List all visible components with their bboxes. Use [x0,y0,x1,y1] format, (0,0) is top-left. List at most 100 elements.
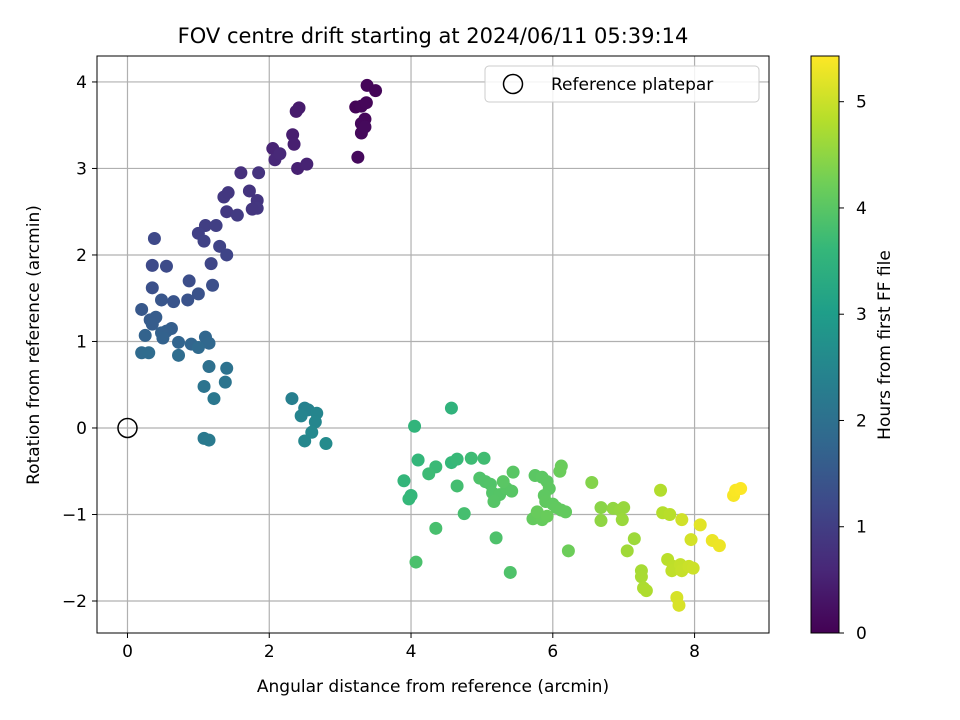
data-point [734,482,748,496]
axes: 0 2 4 6 8 −2 −1 0 1 2 3 4 [62,55,770,662]
data-point [300,157,314,171]
data-point [294,409,308,423]
data-point [422,467,436,481]
data-point [503,565,517,579]
data-point [207,392,221,406]
data-point [351,150,365,164]
colorbar-tick-label: 4 [856,199,867,219]
data-points [135,78,748,612]
colorbar-gradient [810,55,840,634]
data-point [506,465,520,479]
colorbar-tick-label: 0 [856,624,867,644]
data-point [308,415,322,429]
data-point [218,375,232,389]
data-point [172,335,186,349]
data-point [230,208,244,222]
data-point [450,452,464,466]
data-point [594,501,608,515]
y-tick-label: 1 [76,332,87,352]
data-point [712,539,726,553]
colorbar-tick-label: 2 [856,411,867,431]
colorbar-label: Hours from first FF file [875,250,895,440]
data-point [409,555,423,569]
data-point [358,120,372,134]
data-point [156,331,170,345]
data-point [634,570,648,584]
y-tick-label: 4 [76,73,87,93]
plot-frame [96,55,770,634]
y-tick-label: 0 [76,419,87,439]
data-point [654,483,668,497]
data-point [305,425,319,439]
data-point [204,257,218,271]
legend-label-reference-platepar: Reference platepar [551,75,713,95]
data-point [147,232,161,246]
data-point [672,598,686,612]
data-point [172,348,186,362]
data-point [457,507,471,521]
colorbar-tick-label: 5 [856,93,867,113]
data-point [559,505,573,519]
data-point [402,492,416,506]
data-point [242,184,256,198]
data-point [686,561,700,575]
data-point [505,484,519,498]
data-point [213,239,227,253]
data-point [411,453,425,467]
data-point [221,186,235,200]
data-point [234,166,248,180]
data-point [627,532,641,546]
y-tick-label: 2 [76,246,87,266]
data-point [285,392,299,406]
x-axis-label: Angular distance from reference (arcmin) [257,677,609,697]
data-point [615,513,629,527]
data-point [197,379,211,393]
data-point [273,147,287,161]
data-point [477,451,491,465]
data-point [142,346,156,360]
data-point [220,205,234,219]
legend-marker-reference-platepar [502,73,524,95]
data-point [286,128,300,142]
data-point [530,505,544,519]
x-tick-label: 4 [406,642,417,662]
data-point [197,234,211,248]
data-point [182,274,196,288]
data-point [181,293,195,307]
colorbar: 0 1 2 3 4 5 Hours from first FF file [810,55,895,644]
data-point [684,533,698,547]
data-point [202,360,216,374]
data-point [429,521,443,535]
data-point [639,584,653,598]
data-point [191,287,205,301]
data-point [359,96,373,110]
legend: Reference platepar [484,65,760,103]
grid [97,56,769,633]
data-point [489,531,503,545]
data-point [594,514,608,528]
y-axis-label: Rotation from reference (arcmin) [24,205,44,485]
x-tick-label: 2 [264,642,275,662]
x-tick-label: 0 [122,642,133,662]
data-point [145,317,159,331]
data-point [408,419,422,433]
data-point [145,258,159,272]
data-point [620,544,634,558]
x-tick-label: 8 [689,642,700,662]
data-point [159,259,173,273]
reference-platepar-marker [117,417,138,439]
data-point [369,84,383,98]
data-point [585,475,599,489]
colorbar-tick-label: 1 [856,518,867,538]
data-point [287,137,301,151]
chart-title: FOV centre drift starting at 2024/06/11 … [178,24,689,48]
colorbar-ticks: 0 1 2 3 4 5 [839,93,867,644]
data-point [617,501,631,515]
data-point [135,302,149,316]
data-point [553,464,567,478]
data-point [138,328,152,342]
data-point [155,293,169,307]
data-point [289,104,303,118]
data-point [487,495,501,509]
